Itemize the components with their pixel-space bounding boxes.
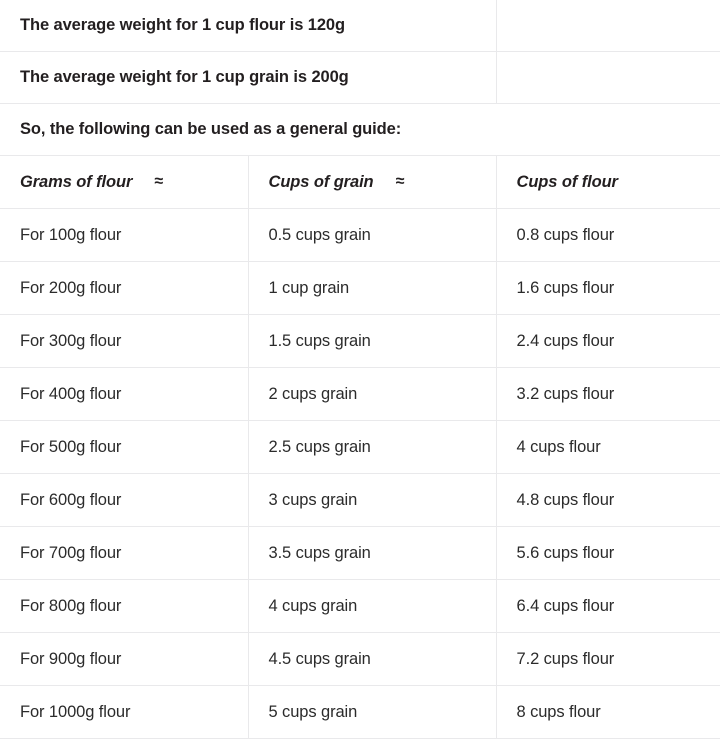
- note-text: The average weight for 1 cup grain is 20…: [0, 51, 497, 104]
- table-row: For 100g flour 0.5 cups grain 0.8 cups f…: [0, 208, 720, 262]
- cell-cups-grain: 0.5 cups grain: [248, 208, 497, 262]
- table-row: For 300g flour 1.5 cups grain 2.4 cups f…: [0, 314, 720, 368]
- table-row: For 700g flour 3.5 cups grain 5.6 cups f…: [0, 526, 720, 580]
- note-row: The average weight for 1 cup flour is 12…: [0, 0, 720, 52]
- guide-row: So, the following can be used as a gener…: [0, 103, 720, 156]
- cell-cups-grain: 4 cups grain: [248, 579, 497, 633]
- cell-cups-flour: 4.8 cups flour: [496, 473, 720, 527]
- cell-grams: For 500g flour: [0, 420, 249, 474]
- cell-grams: For 200g flour: [0, 261, 249, 315]
- cell-cups-grain: 4.5 cups grain: [248, 632, 497, 686]
- cell-grams: For 600g flour: [0, 473, 249, 527]
- guide-text: So, the following can be used as a gener…: [0, 103, 720, 156]
- column-header-cups-of-grain: Cups of grain: [268, 172, 374, 191]
- cell-cups-flour: 3.2 cups flour: [496, 367, 720, 421]
- cell-grams: For 900g flour: [0, 632, 249, 686]
- header-cell-cups-of-grain: Cups of grain ≈: [248, 155, 497, 209]
- cell-grams: For 800g flour: [0, 579, 249, 633]
- cell-cups-flour: 2.4 cups flour: [496, 314, 720, 368]
- cell-grams: For 700g flour: [0, 526, 249, 580]
- table-row: For 200g flour 1 cup grain 1.6 cups flou…: [0, 261, 720, 315]
- table-row: For 900g flour 4.5 cups grain 7.2 cups f…: [0, 632, 720, 686]
- approx-equals-icon-2: ≈: [395, 173, 405, 190]
- cell-cups-grain: 2.5 cups grain: [248, 420, 497, 474]
- cell-cups-flour: 1.6 cups flour: [496, 261, 720, 315]
- column-header-cups-of-flour: Cups of flour: [496, 155, 720, 209]
- cell-cups-grain: 1 cup grain: [248, 261, 497, 315]
- note-blank-cell: [496, 51, 720, 104]
- table-row: For 800g flour 4 cups grain 6.4 cups flo…: [0, 579, 720, 633]
- cell-cups-flour: 7.2 cups flour: [496, 632, 720, 686]
- cell-grams: For 100g flour: [0, 208, 249, 262]
- cell-cups-grain: 1.5 cups grain: [248, 314, 497, 368]
- cell-cups-grain: 3.5 cups grain: [248, 526, 497, 580]
- cell-cups-flour: 5.6 cups flour: [496, 526, 720, 580]
- cell-cups-grain: 5 cups grain: [248, 685, 497, 739]
- column-header-grams-of-flour: Grams of flour: [20, 172, 133, 191]
- note-row: The average weight for 1 cup grain is 20…: [0, 51, 720, 104]
- approx-equals-icon-1: ≈: [154, 173, 163, 190]
- note-text: The average weight for 1 cup flour is 12…: [0, 0, 497, 52]
- table-row: For 600g flour 3 cups grain 4.8 cups flo…: [0, 473, 720, 527]
- cell-cups-grain: 3 cups grain: [248, 473, 497, 527]
- header-cell-grams-of-flour: Grams of flour ≈: [0, 155, 249, 209]
- cell-grams: For 1000g flour: [0, 685, 249, 739]
- table-row: For 500g flour 2.5 cups grain 4 cups flo…: [0, 420, 720, 474]
- cell-cups-flour: 6.4 cups flour: [496, 579, 720, 633]
- cell-grams: For 300g flour: [0, 314, 249, 368]
- cell-cups-flour: 4 cups flour: [496, 420, 720, 474]
- table-header-row: Grams of flour ≈ Cups of grain ≈ Cups of…: [0, 155, 720, 209]
- table-row: For 1000g flour 5 cups grain 8 cups flou…: [0, 685, 720, 739]
- cell-cups-grain: 2 cups grain: [248, 367, 497, 421]
- cell-cups-flour: 8 cups flour: [496, 685, 720, 739]
- cell-grams: For 400g flour: [0, 367, 249, 421]
- table-row: For 400g flour 2 cups grain 3.2 cups flo…: [0, 367, 720, 421]
- cell-cups-flour: 0.8 cups flour: [496, 208, 720, 262]
- note-blank-cell: [496, 0, 720, 52]
